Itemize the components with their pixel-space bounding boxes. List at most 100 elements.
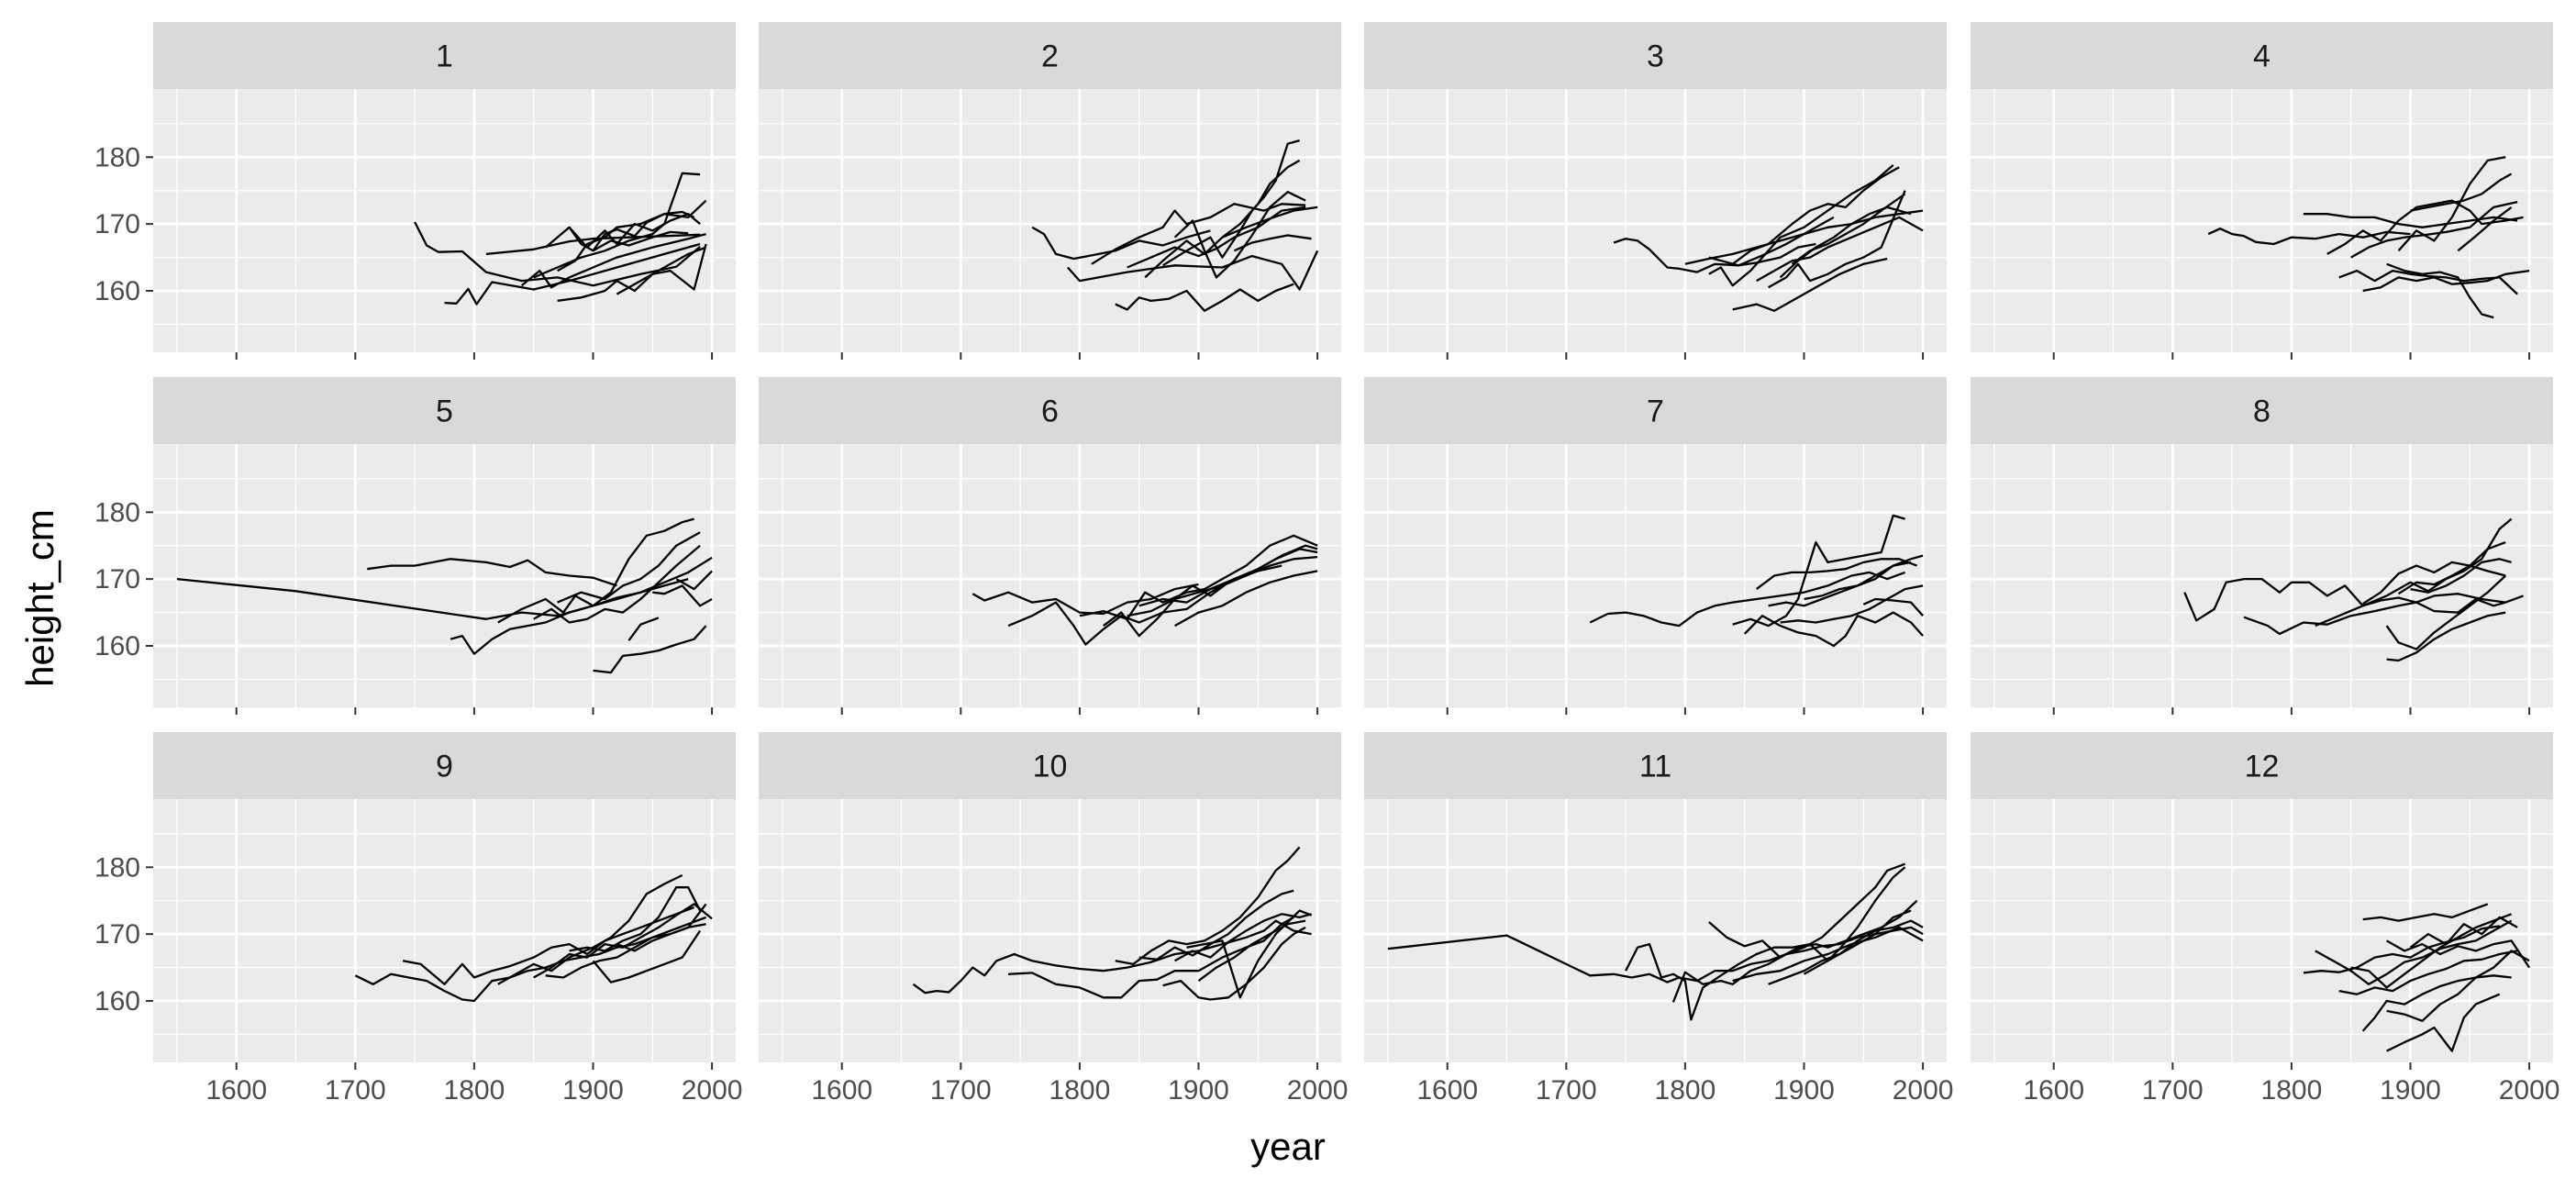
- series-line: [1613, 238, 1816, 273]
- panel-background: [153, 799, 736, 1062]
- series-line: [2385, 574, 2506, 650]
- facet-panel-10: 10 1600 1700 1800 1900 2000: [759, 732, 1348, 1106]
- series-line: [1743, 611, 1924, 648]
- x-tick-label: 1700: [930, 1075, 992, 1106]
- y-tick-label: 180: [94, 497, 140, 528]
- series-line: [414, 221, 701, 287]
- series-line: [1031, 226, 1211, 261]
- x-axis-title: year: [1250, 1125, 1326, 1168]
- y-tick-label: 180: [94, 142, 140, 172]
- series-line: [1174, 570, 1318, 628]
- series-line: [557, 243, 707, 303]
- series-line: [2386, 950, 2530, 1022]
- facet-strip: [759, 377, 1341, 444]
- series-line: [1862, 597, 1924, 617]
- facet-strip-label: 12: [2245, 750, 2280, 784]
- series-line: [2350, 913, 2513, 989]
- series-line: [444, 242, 701, 306]
- series-line: [2183, 577, 2525, 622]
- series-line: [2362, 903, 2489, 922]
- series-line: [1732, 514, 1905, 628]
- x-tick-label: 1700: [1536, 1075, 1597, 1106]
- panel-background: [153, 444, 736, 707]
- series-line: [2338, 950, 2518, 995]
- facet-panel-3: 3: [1364, 22, 1947, 360]
- facet-panel-7: 7: [1364, 377, 1947, 715]
- facet-panel-5: 5 160 170 180: [94, 377, 736, 715]
- facet-panel-6: 6: [759, 377, 1341, 715]
- series-line: [1115, 846, 1301, 966]
- series-line: [1008, 916, 1294, 999]
- x-tick-label: 1900: [562, 1075, 624, 1106]
- x-tick-label: 1800: [1049, 1075, 1111, 1106]
- series-line: [1186, 909, 1313, 999]
- series-line: [557, 199, 707, 272]
- series-line: [2350, 200, 2518, 259]
- facet-strip-label: 7: [1647, 394, 1664, 429]
- series-line: [2207, 228, 2411, 246]
- y-tick-label: 170: [94, 919, 140, 950]
- panel-background: [1971, 799, 2553, 1062]
- x-tick-label: 1700: [2142, 1075, 2204, 1106]
- series-line: [450, 577, 689, 655]
- x-tick-label: 1800: [1655, 1075, 1716, 1106]
- series-line: [367, 558, 617, 587]
- panel-background: [1364, 799, 1947, 1062]
- series-line: [1233, 234, 1312, 252]
- series-line: [557, 531, 701, 604]
- series-line: [568, 227, 689, 252]
- facet-strip: [153, 732, 736, 799]
- series-line: [1756, 216, 1924, 283]
- series-line: [627, 617, 660, 641]
- facet-strip: [1971, 732, 2553, 799]
- series-line: [1756, 558, 1918, 591]
- facet-strip-label: 2: [1041, 39, 1059, 74]
- series-line: [972, 583, 1199, 616]
- x-tick-label: 1600: [1416, 1075, 1478, 1106]
- series-line: [2386, 262, 2494, 319]
- series-line: [1768, 190, 1906, 289]
- series-line: [1589, 571, 1906, 628]
- panel-background: [1364, 89, 1947, 352]
- series-line: [2326, 199, 2524, 255]
- series-line: [520, 232, 706, 289]
- series-line: [1221, 206, 1318, 239]
- series-line: [402, 906, 695, 985]
- series-line: [1173, 191, 1306, 279]
- series-line: [1127, 555, 1318, 617]
- series-line: [1732, 926, 1924, 983]
- series-line: [1067, 250, 1319, 291]
- facet-strip-label: 9: [436, 750, 453, 784]
- series-line: [497, 873, 683, 985]
- series-line: [1780, 584, 1924, 624]
- facet-panel-8: 8: [1971, 377, 2553, 715]
- x-tick-label: 1800: [444, 1075, 505, 1106]
- x-tick-label: 1600: [2023, 1075, 2084, 1106]
- facet-strip-label: 1: [436, 39, 453, 74]
- series-line: [2397, 156, 2506, 252]
- series-line: [592, 929, 702, 983]
- series-line: [2315, 919, 2513, 985]
- series-line: [2457, 206, 2513, 252]
- series-line: [544, 213, 701, 249]
- x-tick-label: 1600: [811, 1075, 872, 1106]
- facet-panel-9: 9 160 170 180 1600 1700 1800 1900 2000: [94, 732, 742, 1106]
- series-line: [1161, 139, 1300, 267]
- series-line: [1115, 283, 1294, 312]
- y-tick-label: 160: [94, 276, 140, 306]
- panel-background: [759, 89, 1341, 352]
- series-line: [569, 886, 702, 952]
- series-line: [1625, 866, 1906, 1021]
- panel-background: [759, 444, 1341, 707]
- x-tick-label: 1900: [2380, 1075, 2441, 1106]
- facet-strip-label: 4: [2253, 39, 2271, 74]
- series-line: [2361, 974, 2512, 1032]
- series-line: [593, 625, 707, 674]
- facet-strip-label: 8: [2253, 394, 2271, 429]
- series-line: [2243, 593, 2506, 636]
- series-line: [1804, 561, 1912, 601]
- series-line: [485, 233, 701, 256]
- series-line: [2410, 172, 2513, 212]
- series-line: [1791, 193, 1906, 265]
